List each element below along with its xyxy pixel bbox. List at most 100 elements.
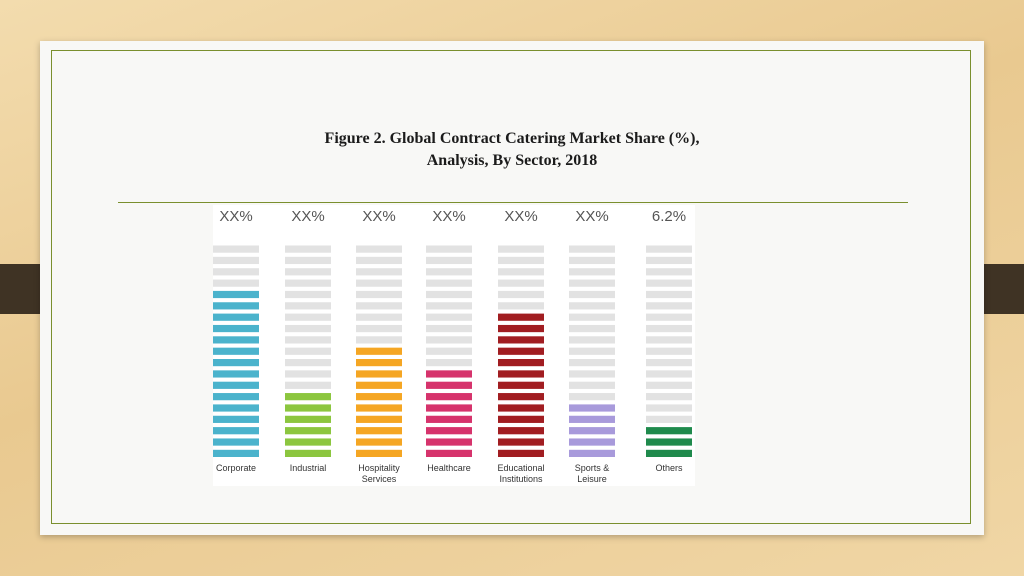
bar-segment-empty [646,404,692,412]
bar-segment-filled [285,393,331,401]
bar-column [213,245,259,457]
bar-segment-empty [285,256,331,265]
category-label: Hospitality Services [358,463,400,484]
bar-segment-empty [285,336,331,344]
bar-segment-empty [569,313,615,321]
bar-segment-empty [356,302,402,310]
bar-column [285,245,331,457]
bar-segment-empty [285,302,331,310]
bar-column [569,245,615,457]
bar-segment-filled [356,449,402,457]
bar-column [356,245,402,457]
bar-segment-empty [285,370,331,378]
bar-segment-filled [498,427,544,435]
bar-segment-filled [646,438,692,446]
bar-segment-empty [356,279,402,287]
bar-segment-filled [426,393,472,401]
bar-segment-empty [646,324,692,333]
bar-segment-empty [285,279,331,287]
bar-segment-empty [569,268,615,276]
bar-segment-filled [498,359,544,367]
bar-segment-empty [646,336,692,344]
bar-segment-filled [213,359,259,367]
bar-segment-filled [498,381,544,389]
bar-segment-empty [213,245,259,253]
bar-segment-filled [426,438,472,446]
bar-segment-filled [285,449,331,457]
bar-segment-filled [213,347,259,355]
value-label: XX% [362,208,395,225]
bar-segment-empty [426,290,472,299]
bar-segment-empty [646,279,692,287]
category-label: Educational Institutions [497,463,544,484]
slide-frame [51,50,971,524]
figure-title-line-1: Figure 2. Global Contract Catering Marke… [324,130,700,147]
bar-segment-empty [646,415,692,423]
bar-segment-empty [569,336,615,344]
bar-segment-empty [285,324,331,333]
bar-segment-filled [426,427,472,435]
bar-segment-empty [285,381,331,389]
bar-segment-filled [426,415,472,423]
bar-segment-filled [213,313,259,321]
bar-segment-empty [426,256,472,265]
bar-segment-filled [213,336,259,344]
title-divider [118,202,908,203]
bar-segment-filled [213,415,259,423]
value-label: XX% [432,208,465,225]
category-label: Others [655,463,683,473]
bar-segment-empty [356,245,402,253]
bar-segment-empty [213,268,259,276]
bar-segment-empty [646,245,692,253]
bar-segment-empty [285,290,331,299]
category-label: Healthcare [427,463,471,473]
bar-segment-empty [426,347,472,355]
bar-segment-empty [646,313,692,321]
bar-segment-filled [646,449,692,457]
bar-segment-filled [285,427,331,435]
bar-segment-filled [498,438,544,446]
bar-segment-filled [213,370,259,378]
bar-segment-empty [569,324,615,333]
bar-segment-filled [426,381,472,389]
bar-segment-empty [569,347,615,355]
bar-segment-filled [213,449,259,457]
bar-segment-filled [498,370,544,378]
bar-segment-filled [356,415,402,423]
bar-segment-empty [356,313,402,321]
value-label: XX% [575,208,608,225]
bar-segment-empty [285,359,331,367]
bar-segment-empty [569,256,615,265]
bar-segment-empty [498,302,544,310]
bar-segment-empty [285,245,331,253]
bar-segment-empty [646,370,692,378]
bar-segment-filled [498,347,544,355]
bar-segment-filled [285,404,331,412]
category-label: Corporate [216,463,256,473]
bar-segment-filled [569,438,615,446]
bar-segment-filled [569,415,615,423]
bar-segment-empty [356,268,402,276]
bar-segment-empty [646,359,692,367]
bar-segment-empty [356,256,402,265]
bar-segment-empty [498,290,544,299]
bar-segment-filled [426,370,472,378]
bar-segment-empty [426,313,472,321]
bar-segment-empty [569,245,615,253]
bar-segment-empty [569,393,615,401]
bar-segment-filled [569,404,615,412]
bar-segment-empty [498,279,544,287]
bar-segment-empty [285,313,331,321]
bar-segment-empty [285,268,331,276]
bar-segment-filled [498,404,544,412]
chart-panel: XX% Corporate XX% Industrial XX% Hospitality S… [213,205,695,486]
bar-segment-empty [213,256,259,265]
bar-segment-empty [646,302,692,310]
bar-segment-empty [569,381,615,389]
bar-segment-empty [498,256,544,265]
bar-segment-filled [569,427,615,435]
bar-column [426,245,472,457]
category-label: Industrial [290,463,327,473]
bar-segment-empty [213,279,259,287]
bar-segment-empty [426,268,472,276]
